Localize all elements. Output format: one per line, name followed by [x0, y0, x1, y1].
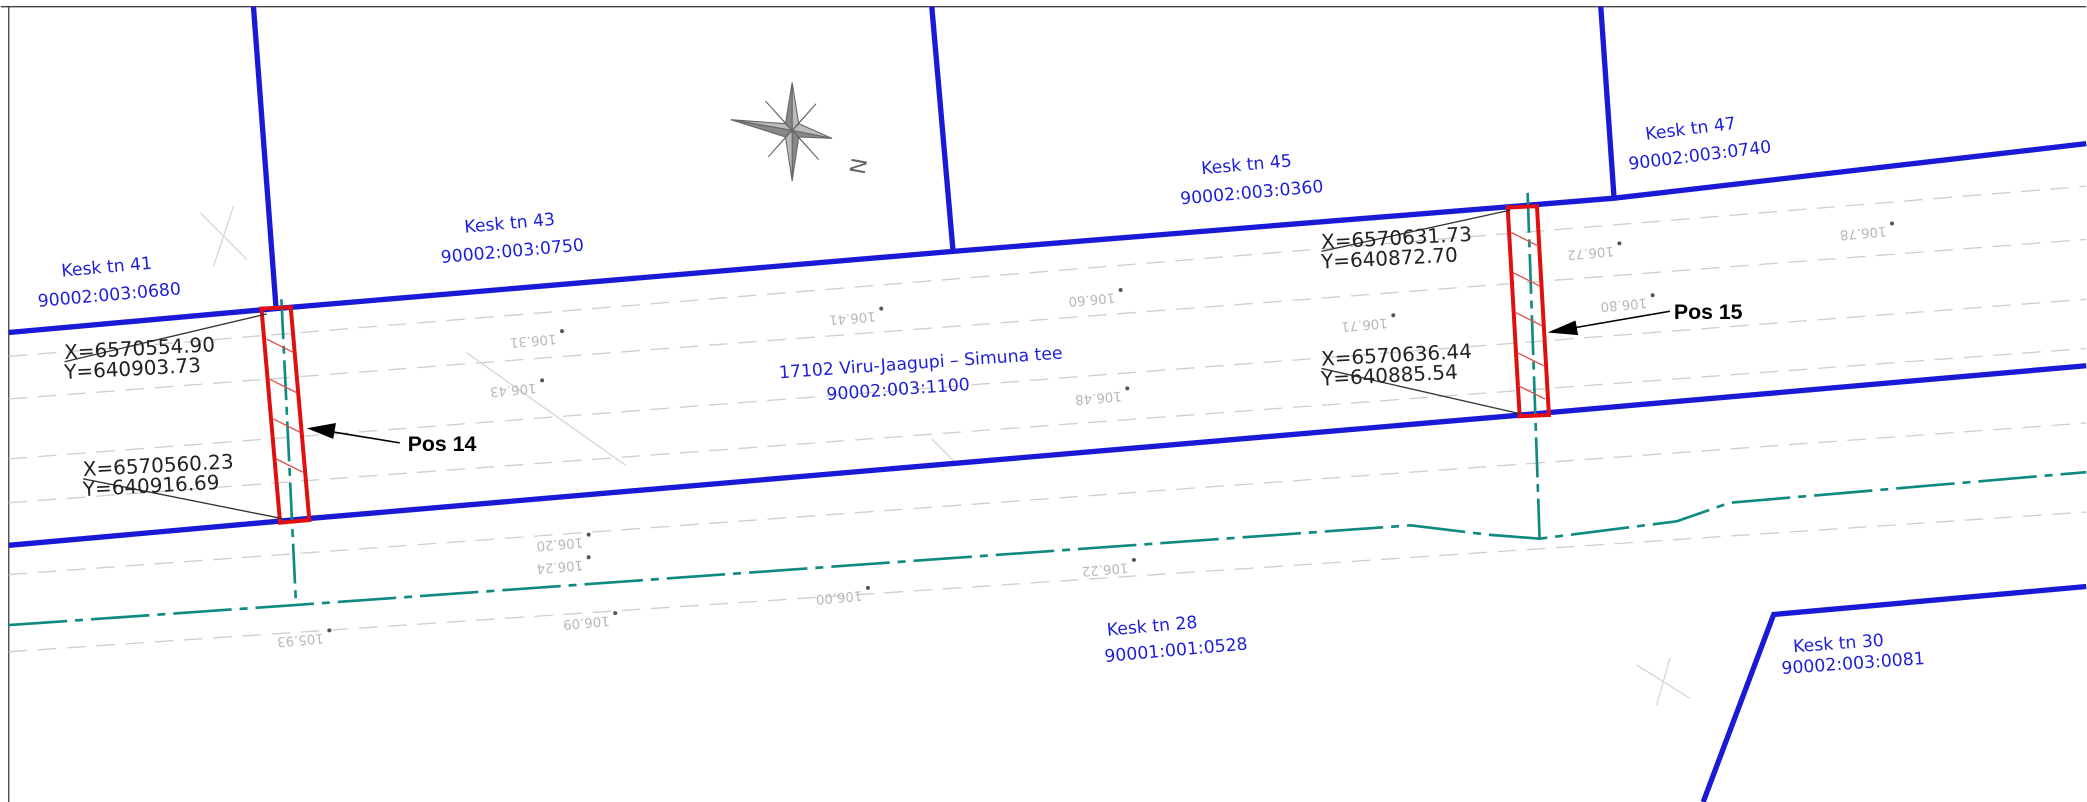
survey-point — [586, 555, 591, 560]
parcel-id: 90002:003:0750 — [440, 235, 585, 267]
elevation-label: 106.72 — [1567, 243, 1615, 262]
elevation-label: 106.78 — [1839, 223, 1887, 242]
faint-marks — [199, 205, 1691, 706]
crossing-pos14 — [259, 305, 312, 525]
elevation-label: 106.00 — [815, 587, 863, 606]
survey-point — [1650, 293, 1655, 298]
survey-point — [613, 611, 618, 616]
elevation-label: 106.48 — [1075, 388, 1123, 407]
parcel-address: Kesk tn 43 — [464, 210, 556, 238]
crossing-pos15 — [1505, 204, 1552, 419]
survey-point — [1890, 221, 1895, 226]
survey-point — [1125, 386, 1130, 391]
parcel-address: Kesk tn 47 — [1644, 114, 1737, 145]
position-label: Pos 14 — [408, 432, 477, 456]
survey-point — [327, 628, 332, 633]
parcel-address: Kesk tn 41 — [61, 254, 153, 282]
elevation-label: 106.41 — [828, 308, 876, 327]
survey-point — [865, 585, 870, 590]
elevation-label: 106.20 — [536, 534, 584, 553]
parcel-id: 90002:003:0360 — [1179, 177, 1324, 209]
survey-lines — [8, 185, 2087, 653]
elevation-label: 106.22 — [1081, 559, 1129, 578]
survey-point — [879, 306, 884, 311]
leaders — [64, 209, 1520, 520]
hatch — [266, 232, 1546, 473]
elevation-label: 105.93 — [276, 630, 324, 649]
survey-point — [1131, 557, 1136, 562]
elevation-label: 106.31 — [509, 330, 557, 349]
parcel-address: Kesk tn 28 — [1106, 613, 1198, 641]
survey-point — [1617, 241, 1622, 246]
survey-point — [586, 532, 591, 537]
linework: N — [0, 5, 2087, 802]
position-label: Pos 15 — [1674, 300, 1743, 324]
arrows — [326, 310, 1671, 444]
survey-point — [1118, 287, 1123, 292]
survey-point — [540, 378, 545, 383]
elevation-label: 106.24 — [536, 557, 584, 576]
utility-line — [8, 192, 2087, 627]
survey-point — [1391, 313, 1396, 318]
elevation-label: 106.60 — [1068, 289, 1116, 308]
compass — [730, 82, 833, 181]
parcel-address: Kesk tn 45 — [1200, 151, 1292, 179]
road-id: 90002:003:1100 — [826, 375, 971, 405]
parcel-boundaries — [8, 6, 2087, 802]
parcel-id: 90002:003:0680 — [37, 279, 182, 311]
arrowhead — [306, 422, 336, 439]
north-label: N — [843, 156, 870, 176]
elevation-label: 106.80 — [1600, 295, 1648, 314]
parcel-id: 90001:001:0528 — [1104, 634, 1249, 666]
elevation-label: 106.43 — [489, 380, 537, 399]
elevation-label: 106.09 — [562, 612, 610, 631]
survey-point — [560, 329, 565, 334]
elevation-label: 106.71 — [1341, 315, 1389, 334]
arrowhead — [1547, 320, 1579, 336]
